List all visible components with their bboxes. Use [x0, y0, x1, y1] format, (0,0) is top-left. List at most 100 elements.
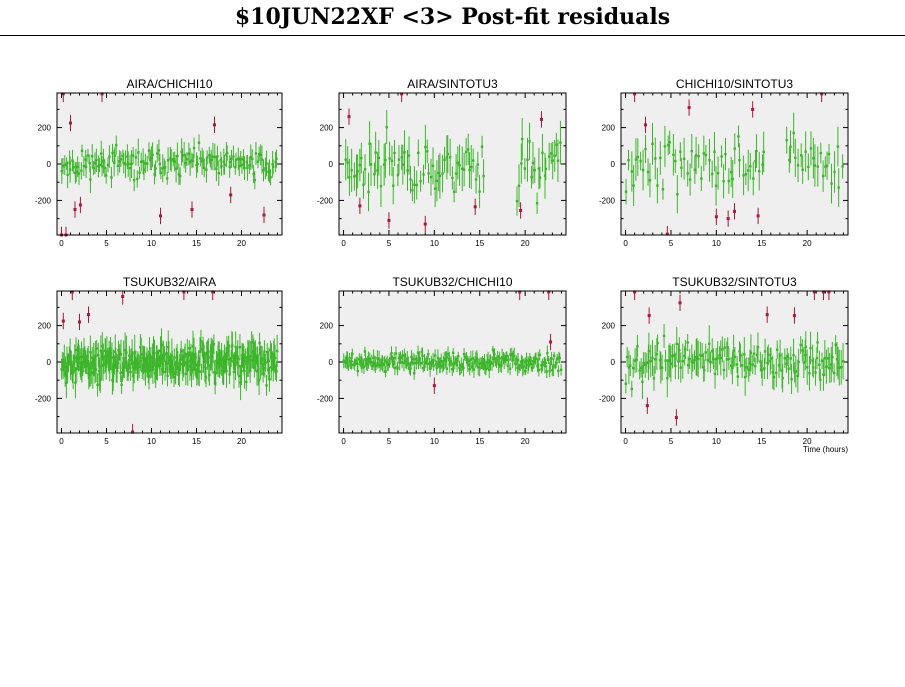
- data-point: [185, 361, 188, 364]
- data-point: [478, 362, 482, 365]
- data-point: [151, 368, 155, 372]
- data-point: [215, 362, 219, 365]
- data-point: [433, 187, 437, 190]
- data-point: [148, 353, 151, 357]
- plot-frame: [620, 290, 849, 434]
- data-point: [346, 359, 349, 362]
- data-point: [68, 168, 72, 171]
- data-point: [635, 358, 638, 361]
- data-point: [549, 362, 552, 365]
- x-tick-label: 20: [803, 437, 812, 446]
- data-point: [431, 164, 435, 168]
- data-point: [246, 166, 249, 170]
- data-point: [458, 368, 462, 371]
- y-tick-label: 200: [602, 322, 616, 331]
- data-point: [234, 158, 238, 161]
- data-point: [388, 362, 391, 365]
- plot-title: TSUKUB32/CHICHI10: [392, 275, 512, 289]
- data-point: [367, 358, 370, 362]
- data-point: [157, 358, 161, 361]
- data-point: [217, 171, 221, 175]
- data-point: [513, 354, 516, 358]
- flagged-point: [647, 314, 651, 318]
- data-point: [86, 355, 89, 358]
- data-point: [702, 152, 706, 155]
- data-point: [355, 174, 358, 177]
- data-point: [445, 355, 448, 359]
- data-point: [732, 349, 735, 352]
- data-point: [484, 367, 488, 371]
- x-tick-label: 20: [803, 239, 812, 248]
- data-point: [381, 362, 384, 365]
- data-point: [446, 352, 450, 356]
- data-point: [412, 372, 416, 375]
- data-point: [756, 346, 760, 349]
- data-point: [491, 348, 495, 351]
- plot-area: [339, 93, 566, 235]
- data-point: [762, 150, 765, 153]
- data-point: [674, 364, 677, 368]
- data-point: [379, 184, 383, 188]
- data-point: [691, 361, 695, 364]
- flagged-point: [190, 208, 194, 212]
- data-point: [535, 202, 539, 205]
- data-point: [106, 163, 110, 167]
- data-point: [681, 359, 684, 363]
- flagged-point: [100, 92, 104, 96]
- data-point: [65, 362, 69, 365]
- data-point: [429, 175, 433, 179]
- data-point: [172, 375, 176, 379]
- flagged-point: [423, 222, 427, 226]
- data-point: [202, 158, 205, 161]
- data-point: [393, 151, 396, 155]
- data-point: [476, 358, 479, 362]
- data-point: [128, 354, 131, 357]
- data-point: [229, 364, 232, 367]
- data-point: [159, 349, 162, 352]
- data-point: [404, 359, 407, 362]
- data-point: [625, 355, 629, 359]
- data-point: [162, 356, 165, 359]
- data-point: [453, 361, 457, 365]
- data-point: [481, 361, 484, 364]
- data-point: [522, 365, 526, 368]
- data-point: [81, 360, 85, 364]
- data-point: [536, 364, 539, 368]
- data-point: [77, 172, 81, 175]
- data-point: [636, 155, 640, 159]
- data-point: [194, 363, 198, 367]
- data-point: [716, 357, 719, 360]
- data-point: [528, 140, 531, 143]
- data-point: [260, 158, 264, 161]
- data-point: [715, 357, 718, 361]
- data-point: [821, 174, 825, 178]
- data-point: [454, 358, 458, 362]
- data-point: [133, 351, 136, 354]
- data-point: [529, 359, 532, 362]
- residual-panel: AIRA/SINTOTU3 0 5 10 15 20 -200 0 200: [317, 77, 567, 248]
- data-point: [540, 368, 543, 371]
- data-point: [713, 372, 717, 376]
- data-point: [350, 359, 353, 363]
- data-point: [398, 360, 401, 364]
- data-point: [66, 366, 69, 370]
- data-point: [752, 352, 756, 355]
- flagged-point: [78, 320, 81, 324]
- data-point: [67, 361, 70, 365]
- data-point: [656, 341, 659, 345]
- data-point: [159, 171, 163, 175]
- y-tick-label: 0: [329, 358, 334, 367]
- data-point: [188, 364, 192, 368]
- data-point: [738, 350, 741, 353]
- flagged-point: [547, 290, 551, 294]
- flagged-point: [644, 123, 648, 127]
- data-point: [470, 366, 474, 369]
- data-point: [274, 160, 277, 164]
- data-point: [559, 141, 562, 144]
- data-point: [184, 161, 187, 165]
- data-point: [275, 349, 279, 353]
- data-point: [174, 167, 178, 170]
- data-point: [120, 383, 123, 386]
- data-point: [101, 345, 104, 348]
- data-point: [517, 184, 521, 187]
